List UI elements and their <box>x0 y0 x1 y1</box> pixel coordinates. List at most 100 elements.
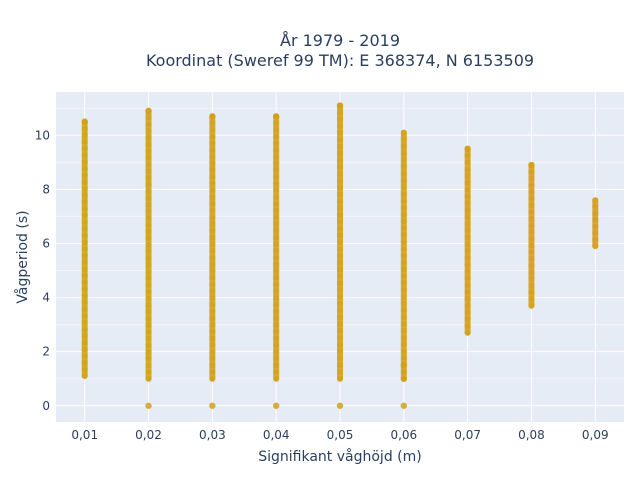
data-point <box>464 241 471 248</box>
data-point <box>337 170 343 177</box>
x-tick-label: 0,05 <box>327 428 354 442</box>
data-point <box>273 268 280 275</box>
data-point <box>528 202 535 209</box>
data-point <box>145 107 152 115</box>
chart-title-line-2: Koordinat (Sweref 99 TM): E 368374, N 61… <box>146 51 534 70</box>
data-point <box>209 254 216 261</box>
y-tick-label: 4 <box>42 291 50 305</box>
data-point <box>81 205 88 212</box>
data-point <box>209 368 216 375</box>
data-point <box>528 235 535 242</box>
data-point <box>81 125 88 132</box>
data-point <box>528 188 535 195</box>
data-point <box>337 204 343 211</box>
data-point <box>400 177 407 184</box>
y-tick-label: 6 <box>42 236 50 250</box>
data-point <box>209 294 216 301</box>
data-point <box>209 301 216 308</box>
data-point <box>400 218 407 225</box>
data-point <box>337 225 343 232</box>
data-point <box>145 215 152 222</box>
data-point <box>337 143 343 150</box>
data-point <box>337 150 343 157</box>
data-point <box>209 348 216 355</box>
data-point <box>400 245 407 252</box>
data-point <box>273 368 280 375</box>
data-point <box>400 273 407 280</box>
data-point <box>145 201 152 208</box>
data-point <box>209 241 216 248</box>
data-point <box>273 254 280 261</box>
data-point <box>273 321 280 328</box>
data-point <box>81 299 88 306</box>
data-point <box>145 335 152 342</box>
data-point <box>209 274 216 281</box>
data-point <box>337 239 343 246</box>
x-tick-label: 0,07 <box>454 428 481 442</box>
data-point <box>81 178 88 185</box>
data-point <box>400 259 407 266</box>
data-point <box>464 309 471 316</box>
y-tick-label: 0 <box>42 399 50 413</box>
data-point <box>336 402 344 409</box>
data-point <box>145 154 152 161</box>
data-point <box>400 348 407 355</box>
data-point <box>209 140 216 147</box>
data-point <box>209 153 216 160</box>
data-point <box>209 200 216 207</box>
data-point <box>528 215 535 222</box>
data-point <box>273 173 280 180</box>
data-point <box>209 308 216 315</box>
data-point <box>272 402 280 409</box>
data-point <box>145 362 152 369</box>
data-point <box>273 355 280 362</box>
data-point <box>273 160 280 167</box>
data-point <box>528 229 535 236</box>
data-point <box>145 228 152 235</box>
data-point <box>81 359 88 366</box>
data-point <box>337 116 343 123</box>
data-point <box>273 315 280 322</box>
data-point <box>209 247 216 254</box>
data-point <box>145 315 152 322</box>
data-point <box>400 191 407 198</box>
data-point <box>464 179 471 186</box>
data-point <box>337 232 343 239</box>
data-point <box>273 146 280 153</box>
data-point <box>273 167 280 174</box>
data-point <box>273 375 280 382</box>
data-point <box>400 163 407 170</box>
data-point <box>209 187 216 194</box>
data-point <box>209 160 216 167</box>
data-point <box>145 181 152 188</box>
data-point <box>400 143 407 150</box>
data-point <box>273 153 280 160</box>
data-point <box>337 327 343 334</box>
data-point <box>145 281 152 288</box>
data-point <box>145 194 152 201</box>
data-point <box>273 342 280 349</box>
x-tick-labels: 0,01 0,02 0,03 0,04 0,05 0,06 0,07 0,08 0,09 <box>71 428 608 442</box>
data-point <box>592 197 599 204</box>
data-point <box>592 216 599 223</box>
data-point <box>400 136 407 143</box>
x-tick-label: 0,03 <box>199 428 226 442</box>
data-point <box>337 273 343 280</box>
data-point <box>528 282 535 289</box>
data-point <box>400 204 407 211</box>
data-point <box>528 195 535 202</box>
data-point <box>145 168 152 175</box>
data-point <box>273 120 280 127</box>
data-point <box>400 238 407 245</box>
data-point <box>81 145 88 152</box>
data-point <box>209 328 216 335</box>
data-point <box>464 247 471 254</box>
data-point <box>337 362 343 369</box>
data-point <box>464 234 471 241</box>
data-point <box>337 293 343 300</box>
data-point <box>145 261 152 268</box>
data-point <box>592 230 599 237</box>
data-point <box>209 335 216 342</box>
data-point <box>528 275 535 282</box>
data-point <box>81 239 88 246</box>
